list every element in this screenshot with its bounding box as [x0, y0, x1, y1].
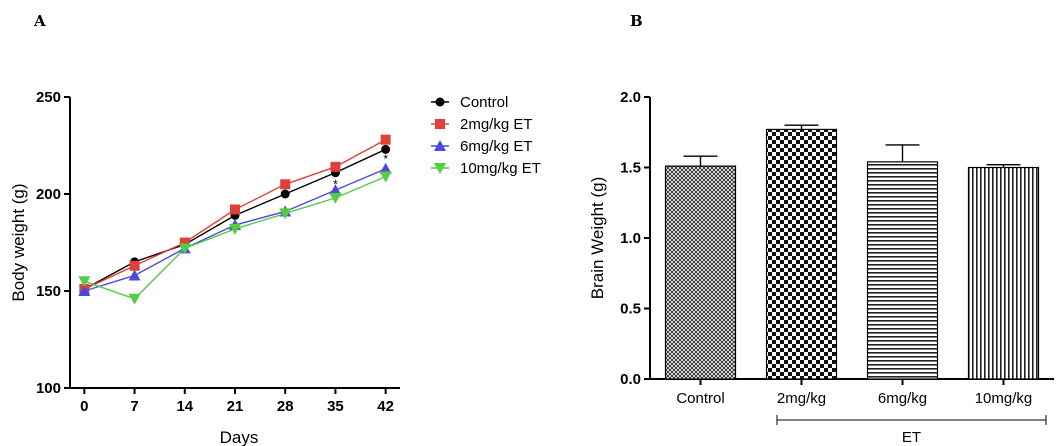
- bar-chart-y-axis-title: Brain Weight (g): [588, 177, 607, 300]
- data-point: [380, 134, 391, 145]
- y-tick-label: 1.5: [620, 160, 641, 177]
- line-chart-series: **: [78, 134, 392, 305]
- y-tick-label: 2.0: [620, 89, 641, 106]
- data-point: [329, 192, 342, 204]
- x-tick-label: 6mg/kg: [878, 390, 927, 407]
- legend-entry: 10mg/kg ET: [431, 160, 541, 177]
- data-point: [230, 204, 240, 215]
- bar-3: 10mg/kg: [967, 163, 1040, 407]
- y-tick-label: 100: [36, 380, 61, 397]
- x-tick-label: 0: [80, 398, 88, 415]
- legend-label: 10mg/kg ET: [460, 160, 541, 177]
- significance-star: *: [383, 152, 388, 166]
- panel-letter-a: A: [33, 12, 46, 30]
- y-tick-label: 250: [36, 89, 61, 106]
- y-tick-label: 200: [36, 186, 61, 203]
- data-point: [381, 144, 391, 154]
- bar-0: Control: [664, 155, 737, 407]
- data-point: [229, 223, 241, 235]
- bar-chart-panel-b: B 0.0 0.5 1.0 1.5 2.0 Control 2mg/kg 6mg/kg 10m…: [588, 12, 1054, 446]
- legend-label: 6mg/kg ET: [460, 138, 533, 155]
- bar-chart-bars: Control 2mg/kg 6mg/kg 10mg/kg: [664, 124, 1040, 407]
- data-point: [330, 161, 341, 172]
- group-label: ET: [902, 429, 921, 446]
- legend-entry: 2mg/kg ET: [431, 116, 533, 133]
- legend-label: 2mg/kg ET: [460, 116, 533, 133]
- data-point: [280, 189, 290, 199]
- legend-entry: Control: [431, 94, 508, 111]
- x-tick-label: 21: [227, 398, 244, 415]
- bar: [664, 165, 737, 380]
- data-point: [329, 184, 342, 196]
- bar: [967, 166, 1040, 380]
- x-tick-label: 10mg/kg: [975, 390, 1033, 407]
- x-tick-label: 7: [130, 398, 138, 415]
- legend-label: Control: [460, 94, 508, 111]
- data-point: [78, 285, 91, 296]
- legend-marker: [434, 140, 446, 151]
- bar: [765, 128, 838, 380]
- x-tick-label: 35: [327, 398, 344, 415]
- legend-marker: [435, 97, 445, 107]
- line-chart-axes: 100 150 200 250 0 7 14 21 28 35 42: [36, 89, 400, 415]
- y-tick-label: 1.0: [620, 230, 641, 247]
- panel-letter-b: B: [630, 12, 643, 30]
- y-tick-label: 0.5: [620, 301, 641, 318]
- legend-entry: 6mg/kg ET: [431, 138, 533, 155]
- data-point: [279, 208, 292, 220]
- series-1: [79, 134, 391, 295]
- data-point: [129, 260, 140, 271]
- data-point: [379, 162, 392, 174]
- bar: [866, 161, 939, 380]
- y-tick-label: 0.0: [620, 371, 641, 388]
- legend-marker: [435, 119, 445, 129]
- bar-1: 2mg/kg: [765, 124, 838, 407]
- bar-2: 6mg/kg: [866, 144, 939, 407]
- data-point: [280, 179, 291, 190]
- y-tick-label: 150: [36, 283, 61, 300]
- data-point: [128, 269, 141, 281]
- line-chart-y-axis-title: Body weight (g): [9, 183, 28, 301]
- legend-marker: [434, 163, 446, 174]
- bar-chart-group-bracket: ET: [776, 415, 1047, 446]
- data-point: [178, 243, 191, 255]
- line-chart-legend: Control 2mg/kg ET 6mg/kg ET 10mg/kg ET: [431, 94, 541, 177]
- data-point: [379, 171, 392, 183]
- x-tick-label: 28: [277, 398, 294, 415]
- data-point: [78, 276, 91, 288]
- x-tick-label: 2mg/kg: [777, 390, 826, 407]
- x-tick-label: 42: [377, 398, 394, 415]
- data-point: [128, 293, 141, 305]
- x-tick-label: Control: [676, 390, 724, 407]
- significance-star: *: [333, 177, 338, 191]
- series-3: [78, 171, 392, 305]
- line-chart-x-axis-title: Days: [220, 428, 259, 446]
- x-tick-label: 14: [176, 398, 193, 415]
